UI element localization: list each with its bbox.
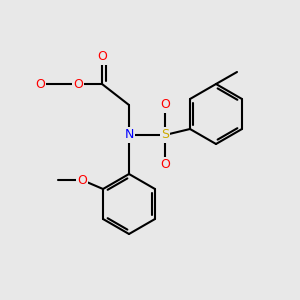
Text: O: O [73, 77, 83, 91]
Text: O: O [160, 158, 170, 172]
Text: O: O [160, 98, 170, 112]
Text: S: S [161, 128, 169, 142]
Text: N: N [124, 128, 134, 142]
Text: O: O [77, 173, 87, 187]
Text: O: O [36, 77, 45, 91]
Text: O: O [97, 50, 107, 64]
